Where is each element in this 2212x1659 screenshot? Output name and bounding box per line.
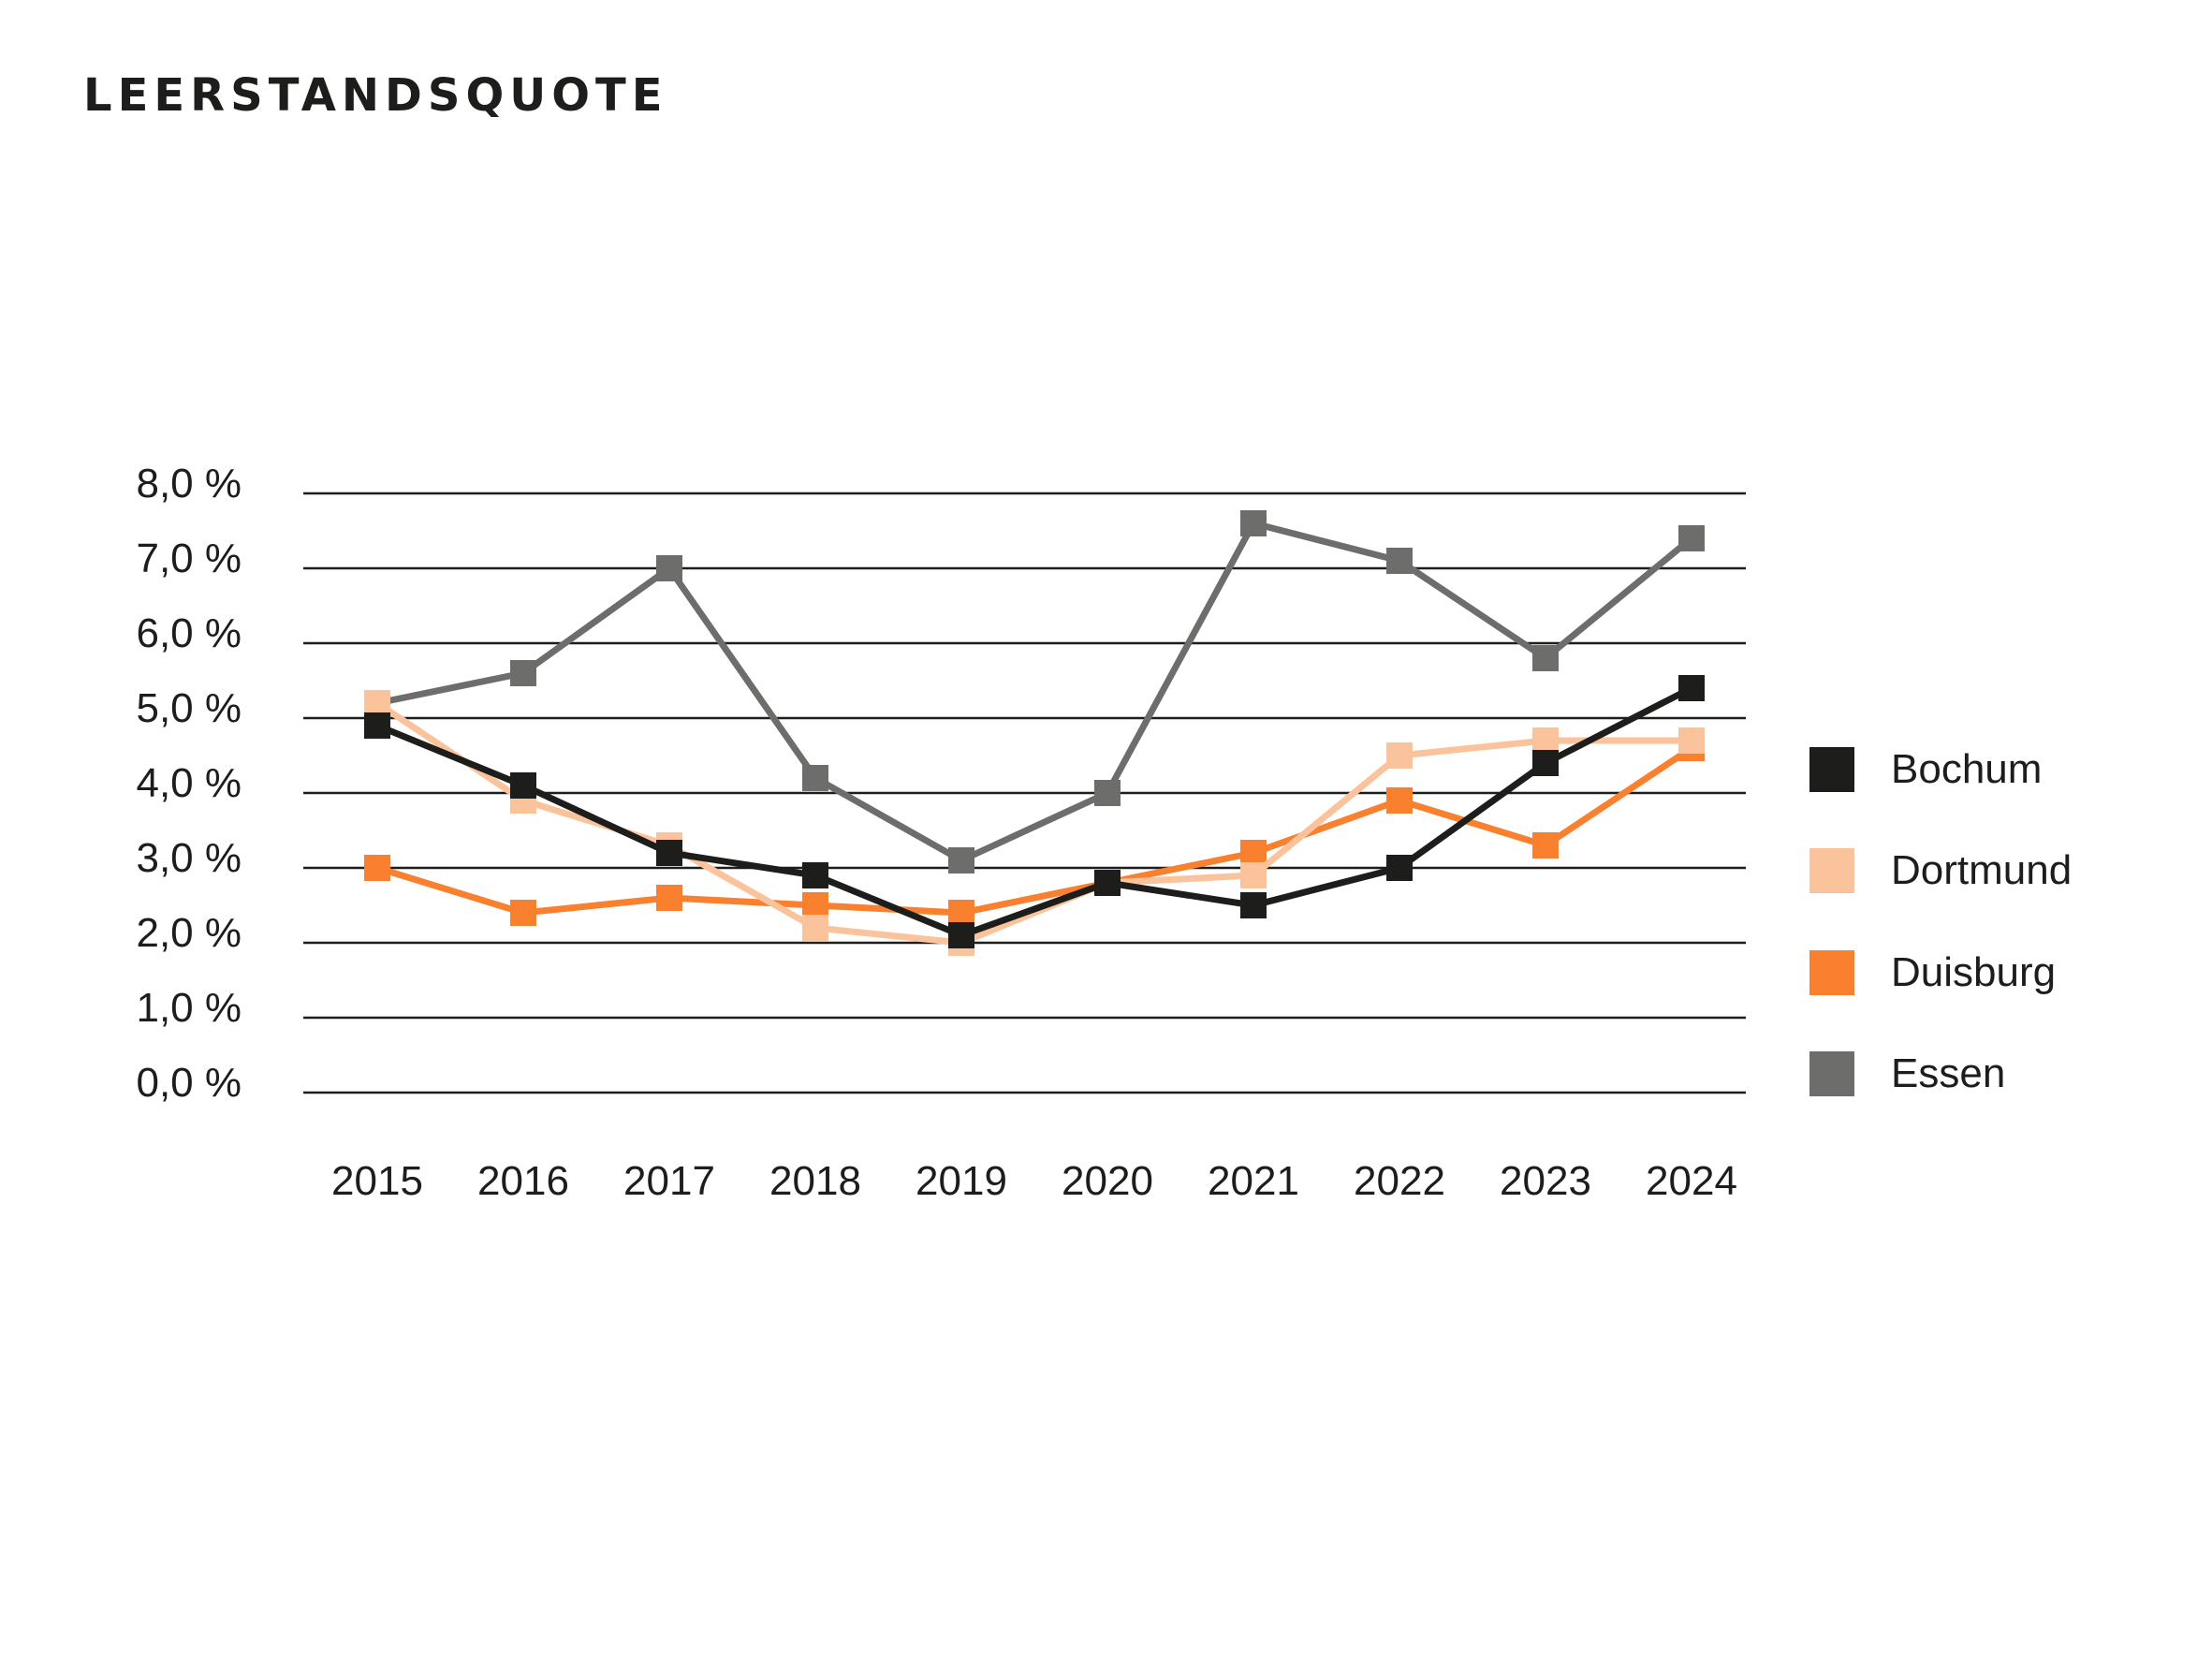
x-tick-label: 2019	[916, 1158, 1007, 1204]
data-point-duisburg-2015	[364, 855, 390, 881]
series-line-duisburg	[375, 745, 1693, 917]
legend-label: Dortmund	[1891, 847, 2073, 894]
y-tick-label: 6,0 %	[136, 610, 242, 656]
x-tick-label: 2022	[1354, 1158, 1445, 1204]
data-point-essen-2021	[1240, 510, 1267, 536]
x-tick-label: 2017	[623, 1158, 715, 1204]
legend-label: Essen	[1891, 1050, 2006, 1096]
legend-item-essen: Essen	[1809, 1050, 2006, 1096]
legend-label: Bochum	[1891, 746, 2043, 792]
data-point-bochum-2021	[1240, 892, 1267, 918]
y-tick-label: 2,0 %	[136, 910, 242, 956]
x-tick-label: 2015	[331, 1158, 423, 1204]
data-point-bochum-2019	[948, 922, 974, 948]
data-point-duisburg-2023	[1532, 832, 1559, 859]
x-tick-label: 2016	[477, 1158, 569, 1204]
data-point-bochum-2022	[1386, 855, 1413, 881]
series-line-bochum	[375, 684, 1693, 939]
data-point-bochum-2015	[364, 712, 390, 739]
data-point-essen-2019	[948, 847, 974, 874]
y-tick-label: 8,0 %	[136, 461, 242, 507]
data-point-bochum-2017	[656, 840, 682, 866]
y-tick-label: 0,0 %	[136, 1060, 242, 1106]
x-tick-label: 2020	[1062, 1158, 1153, 1204]
data-point-dortmund-2023	[1532, 727, 1559, 754]
data-point-essen-2017	[656, 555, 682, 581]
data-point-essen-2023	[1532, 645, 1559, 671]
data-point-essen-2016	[510, 660, 536, 686]
y-tick-label: 5,0 %	[136, 685, 242, 731]
series-line-essen	[376, 519, 1694, 864]
data-point-dortmund-2018	[802, 915, 828, 941]
legend-swatch-icon	[1809, 747, 1854, 792]
legend-label: Duisburg	[1891, 948, 2057, 995]
data-point-duisburg-2016	[510, 900, 536, 926]
legend-item-dortmund: Dortmund	[1809, 847, 2073, 894]
data-point-duisburg-2018	[802, 892, 828, 918]
y-tick-label: 4,0 %	[136, 760, 242, 806]
x-tick-label: 2021	[1208, 1158, 1299, 1204]
x-tick-label: 2024	[1646, 1158, 1737, 1204]
data-point-duisburg-2019	[948, 900, 974, 926]
data-point-bochum-2024	[1678, 675, 1705, 701]
data-point-duisburg-2022	[1386, 787, 1413, 814]
y-tick-label: 3,0 %	[136, 835, 242, 881]
data-point-bochum-2018	[802, 862, 828, 888]
legend-item-duisburg: Duisburg	[1809, 948, 2057, 995]
data-point-bochum-2016	[510, 772, 536, 799]
series-line-dortmund	[375, 700, 1692, 947]
legend-swatch-icon	[1809, 1050, 1854, 1096]
data-point-dortmund-2015	[364, 690, 390, 716]
data-point-essen-2020	[1094, 780, 1121, 806]
data-point-dortmund-2024	[1678, 727, 1705, 754]
legend-swatch-icon	[1809, 949, 1854, 995]
data-point-dortmund-2021	[1240, 862, 1267, 888]
data-point-duisburg-2021	[1240, 840, 1267, 866]
x-tick-label: 2023	[1500, 1158, 1591, 1204]
data-point-duisburg-2017	[656, 885, 682, 911]
data-point-essen-2022	[1386, 548, 1413, 574]
data-point-bochum-2023	[1532, 750, 1559, 776]
data-point-bochum-2020	[1094, 870, 1121, 896]
y-tick-label: 7,0 %	[136, 536, 242, 581]
x-tick-label: 2018	[769, 1158, 861, 1204]
data-point-dortmund-2022	[1386, 742, 1413, 769]
legend-swatch-icon	[1809, 848, 1854, 894]
y-tick-label: 1,0 %	[136, 985, 242, 1031]
chart-title: LEERSTANDSQUOTE	[83, 69, 668, 122]
legend-item-bochum: Bochum	[1809, 747, 2042, 792]
data-point-essen-2024	[1678, 525, 1705, 551]
data-point-essen-2018	[802, 765, 828, 791]
